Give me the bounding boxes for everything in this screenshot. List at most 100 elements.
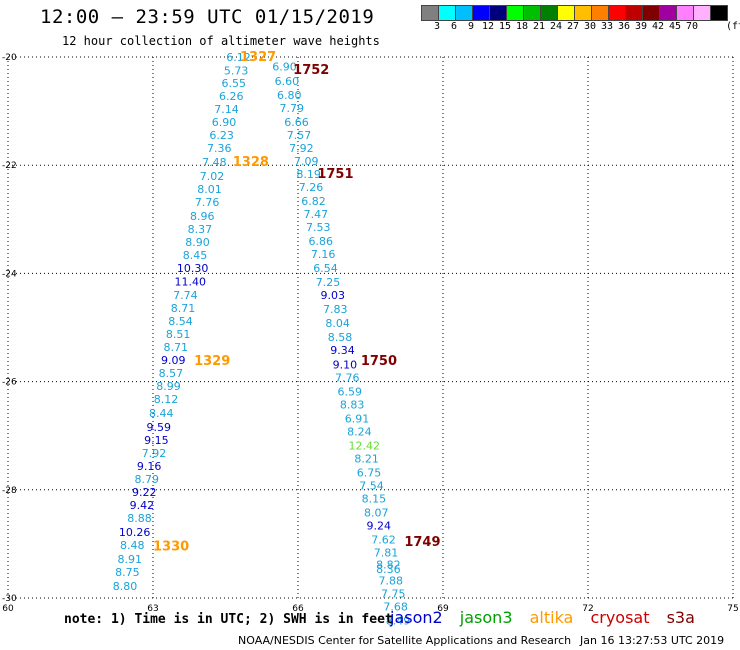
- wave-height-point: 9.15: [144, 434, 169, 447]
- wave-height-point: 7.75: [381, 588, 406, 601]
- wave-height-point: 8.12: [154, 393, 179, 406]
- y-tick-label: -26: [2, 378, 17, 388]
- color-legend: [421, 5, 728, 21]
- wave-height-point: 7.47: [304, 208, 329, 221]
- y-tick-label: -24: [2, 269, 17, 279]
- wave-height-point: 7.68: [383, 601, 408, 614]
- pass-time-annotation: 1329: [194, 354, 230, 369]
- wave-height-point: 9.42: [130, 499, 155, 512]
- wave-height-point: 5.73: [224, 65, 249, 78]
- wave-height-point: 9.24: [366, 520, 391, 533]
- wave-height-point: 8.91: [118, 553, 143, 566]
- y-tick-label: -22: [2, 161, 17, 171]
- wave-height-point: 6.90: [272, 61, 297, 74]
- wave-height-point: 10.30: [177, 262, 209, 275]
- wave-height-point: 6.66: [284, 116, 309, 129]
- legend-tick-label: 42: [651, 21, 665, 32]
- wave-height-point: 7.92: [289, 142, 314, 155]
- legend-tick-label: 70: [685, 21, 699, 32]
- wave-height-point: 8.36: [376, 563, 401, 576]
- wave-height-point: 6.26: [219, 90, 244, 103]
- wave-height-point: 7.83: [323, 303, 348, 316]
- legend-tick-label: 6: [450, 21, 458, 32]
- wave-height-point: 8.37: [188, 223, 213, 236]
- pass-time-annotation: 1749: [404, 535, 440, 550]
- legend-tick-label: 39: [634, 21, 648, 32]
- satellite-legend: jason2 jason3 altika cryosat s3a: [390, 608, 707, 627]
- sat-jason2: jason2: [390, 608, 443, 627]
- wave-height-point: 7.76: [195, 196, 220, 209]
- wave-height-point: 10.26: [119, 526, 151, 539]
- wave-height-point: 8.99: [156, 380, 181, 393]
- wave-height-point: 7.09: [294, 155, 319, 168]
- wave-height-point: 9.16: [137, 460, 162, 473]
- wave-height-point: 9.10: [333, 358, 358, 371]
- wave-height-point: 11.40: [174, 276, 206, 289]
- wave-height-point: 8.24: [347, 425, 372, 438]
- wave-height-point: 7.88: [379, 575, 404, 588]
- wave-height-point: 7.16: [311, 248, 336, 261]
- x-tick-label: 69: [437, 604, 449, 614]
- wave-height-point: 8.45: [183, 249, 208, 262]
- wave-height-point: 8.07: [364, 507, 389, 520]
- wave-height-point: 7.53: [306, 221, 331, 234]
- legend-tick-label: 18: [515, 21, 529, 32]
- pass-time-annotation: 1327: [240, 50, 276, 65]
- wave-height-point: 6.86: [308, 235, 333, 248]
- chart-subtitle: 12 hour collection of altimeter wave hei…: [62, 34, 380, 48]
- pass-time-annotation: 1330: [153, 540, 189, 555]
- wave-height-point: 8.57: [159, 367, 184, 380]
- wave-height-point: 8.80: [113, 580, 138, 593]
- sat-s3a: s3a: [666, 608, 695, 627]
- wave-height-point: 6.12: [226, 51, 251, 64]
- wave-height-point: 8.21: [354, 452, 379, 465]
- wave-height-point: 8.49: [386, 615, 411, 628]
- legend-tick-label: 15: [498, 21, 512, 32]
- wave-height-point: 6.90: [212, 116, 237, 129]
- sat-cryosat: cryosat: [590, 608, 650, 627]
- wave-height-point: 7.76: [335, 371, 360, 384]
- wave-height-point: 8.88: [127, 512, 152, 525]
- wave-height-point: 6.23: [209, 129, 234, 142]
- pass-time-annotation: 1328: [233, 155, 269, 170]
- wave-height-point: 6.55: [221, 77, 246, 90]
- sat-jason3: jason3: [459, 608, 513, 627]
- x-tick-label: 66: [292, 604, 304, 614]
- legend-tick-label: 9: [467, 21, 475, 32]
- timestamp: Jan 16 13:27:53 UTC 2019: [580, 634, 725, 647]
- wave-height-point: 7.14: [214, 103, 239, 116]
- credit-line: NOAA/NESDIS Center for Satellite Applica…: [238, 634, 572, 647]
- y-tick-label: -28: [2, 486, 17, 496]
- legend-swatch: [710, 5, 728, 21]
- y-tick-label: -20: [2, 53, 17, 63]
- x-tick-label: 75: [727, 604, 738, 614]
- wave-height-point: 6.91: [345, 412, 370, 425]
- wave-height-point: 7.02: [200, 170, 225, 183]
- wave-height-point: 7.79: [279, 102, 304, 115]
- wave-height-point: 8.96: [190, 210, 215, 223]
- wave-height-point: 9.22: [132, 486, 157, 499]
- wave-height-point: 7.26: [299, 181, 324, 194]
- wave-height-point: 8.83: [340, 398, 365, 411]
- wave-height-point: 8.75: [115, 566, 140, 579]
- legend-unit: (ft): [726, 21, 740, 32]
- wave-height-point: 8.04: [325, 317, 350, 330]
- legend-tick-label: 3: [433, 21, 441, 32]
- legend-tick-label: 12: [481, 21, 495, 32]
- wave-height-point: 7.54: [359, 479, 384, 492]
- legend-tick-label: 36: [617, 21, 631, 32]
- wave-height-point: 7.57: [287, 129, 312, 142]
- footer-note: note: 1) Time is in UTC; 2) SWH is in fe…: [64, 612, 393, 627]
- wave-height-point: 8.44: [149, 407, 174, 420]
- wave-height-point: 6.60: [275, 75, 300, 88]
- wave-height-point: 9.03: [321, 289, 346, 302]
- wave-height-point: 7.81: [374, 547, 399, 560]
- legend-tick-label: 33: [600, 21, 614, 32]
- wave-height-point: 7.74: [173, 289, 198, 302]
- wave-height-point: 8.71: [171, 302, 196, 315]
- wave-height-point: 12.42: [348, 439, 380, 452]
- wave-height-point: 6.75: [357, 466, 382, 479]
- wave-height-point: 7.62: [371, 534, 396, 547]
- wave-height-point: 6.59: [337, 385, 362, 398]
